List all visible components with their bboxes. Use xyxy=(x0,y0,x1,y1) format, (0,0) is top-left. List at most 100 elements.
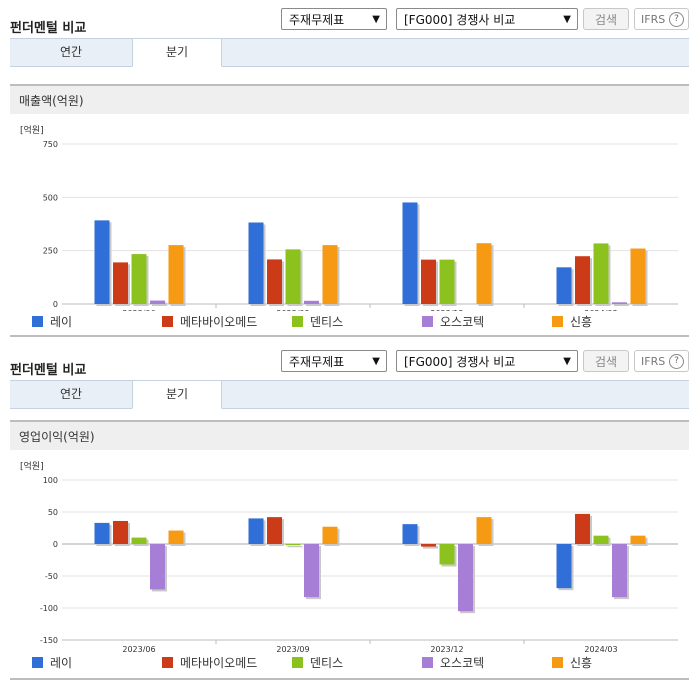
y-tick-label: 500 xyxy=(43,193,58,202)
bar xyxy=(402,202,418,304)
statement-select-value: 주재무제표 xyxy=(289,13,345,27)
legend-item: 덴티스 xyxy=(292,654,343,671)
fundamental-panel-2: 펀더멘털 비교 주재무제표 ▼ [FG000] 경쟁사 비교 ▼ 검색 IFRS… xyxy=(0,350,696,680)
bar xyxy=(285,249,301,304)
revenue-chart: [억원] 0 250 500 750 2023/06 2023/09 2023/12 2024/… xyxy=(20,124,678,311)
bar xyxy=(248,518,264,544)
y-tick-label: 250 xyxy=(43,247,58,256)
legend-swatch xyxy=(32,316,43,327)
statement-select[interactable]: 주재무제표 ▼ xyxy=(281,350,387,372)
tab-annual[interactable]: 연간 xyxy=(59,45,83,59)
bar xyxy=(322,526,338,544)
tab-quarterly[interactable]: 분기 xyxy=(132,380,222,409)
panel-title: 펀더멘털 비교 xyxy=(10,21,87,36)
bar xyxy=(131,254,147,304)
bar xyxy=(575,513,590,544)
legend-swatch xyxy=(162,657,173,668)
ifrs-button[interactable]: IFRS ? xyxy=(634,350,689,372)
chevron-down-icon: ▼ xyxy=(563,356,571,367)
y-tick-label: 0 xyxy=(53,300,58,309)
bar xyxy=(439,259,455,304)
bar xyxy=(304,300,319,304)
legend-swatch xyxy=(552,657,563,668)
legend-item: 오스코텍 xyxy=(422,313,484,330)
ifrs-button[interactable]: IFRS ? xyxy=(634,8,689,30)
bar xyxy=(593,535,609,544)
bar-shadow xyxy=(306,302,321,306)
legend-label: 신흥 xyxy=(570,656,593,670)
legend-label: 레이 xyxy=(50,656,73,670)
bar xyxy=(168,245,184,304)
bar xyxy=(612,544,627,598)
x-tick-label: 2023/09 xyxy=(276,309,309,311)
bar xyxy=(612,302,627,304)
bar xyxy=(630,535,646,544)
fundamental-panel-1: 펀더멘털 비교 주재무제표 ▼ [FG000] 경쟁사 비교 ▼ 검색 IFRS… xyxy=(0,8,696,338)
unit-label: [억원] xyxy=(20,460,44,472)
y-tick-label: 100 xyxy=(43,476,58,485)
bar xyxy=(150,300,165,304)
bar xyxy=(575,256,590,304)
bar xyxy=(113,520,128,544)
divider xyxy=(10,678,689,680)
legend-label: 덴티스 xyxy=(310,315,344,329)
x-tick-label: 2023/12 xyxy=(430,309,463,311)
legend-item: 신흥 xyxy=(552,313,592,330)
tab-annual[interactable]: 연간 xyxy=(59,387,83,401)
bar xyxy=(94,220,110,304)
panel-header: 펀더멘털 비교 주재무제표 ▼ [FG000] 경쟁사 비교 ▼ 검색 IFRS… xyxy=(0,8,696,42)
y-tick-label: 0 xyxy=(53,540,58,549)
period-tabs: 연간 분기 xyxy=(10,380,689,409)
legend-item: 레이 xyxy=(32,654,72,671)
compare-select[interactable]: [FG000] 경쟁사 비교 ▼ xyxy=(396,350,578,372)
tab-quarterly[interactable]: 분기 xyxy=(132,38,222,67)
ifrs-label: IFRS xyxy=(641,355,666,368)
y-tick-label: 50 xyxy=(48,508,58,517)
bar xyxy=(556,267,572,304)
bar xyxy=(421,544,436,547)
bar xyxy=(322,245,338,304)
legend-swatch xyxy=(292,316,303,327)
legend-label: 메타바이오메드 xyxy=(180,656,258,670)
legend-label: 레이 xyxy=(50,315,73,329)
bar-shadow xyxy=(614,304,629,306)
bar xyxy=(630,248,646,304)
bar xyxy=(267,259,282,304)
bar xyxy=(458,544,473,612)
legend-item: 덴티스 xyxy=(292,313,343,330)
unit-label: [억원] xyxy=(20,124,44,136)
bar xyxy=(421,259,436,304)
search-button[interactable]: 검색 xyxy=(583,8,629,30)
bar xyxy=(248,222,264,304)
legend-swatch xyxy=(552,316,563,327)
x-tick-label: 2024/03 xyxy=(584,309,617,311)
help-icon: ? xyxy=(669,354,684,369)
legend-item: 오스코텍 xyxy=(422,654,484,671)
section-header: 영업이익(억원) xyxy=(10,420,689,450)
chevron-down-icon: ▼ xyxy=(372,356,380,367)
legend-item: 신흥 xyxy=(552,654,592,671)
x-tick-label: 2023/06 xyxy=(122,309,155,311)
bar xyxy=(476,517,492,544)
section-title: 매출액(억원) xyxy=(19,94,84,108)
legend-swatch xyxy=(32,657,43,668)
legend-item: 메타바이오메드 xyxy=(162,313,257,330)
section-header: 매출액(억원) xyxy=(10,84,689,114)
bar xyxy=(402,524,418,544)
legend-item: 레이 xyxy=(32,313,72,330)
period-tabs: 연간 분기 xyxy=(10,38,689,67)
statement-select-value: 주재무제표 xyxy=(289,355,345,369)
legend-swatch xyxy=(162,316,173,327)
statement-select[interactable]: 주재무제표 ▼ xyxy=(281,8,387,30)
compare-select[interactable]: [FG000] 경쟁사 비교 ▼ xyxy=(396,8,578,30)
help-icon: ? xyxy=(669,12,684,27)
chevron-down-icon: ▼ xyxy=(372,14,380,25)
bar xyxy=(476,243,492,304)
x-tick-label: 2024/03 xyxy=(584,645,617,652)
bar-shadow xyxy=(287,546,303,548)
chevron-down-icon: ▼ xyxy=(563,14,571,25)
search-button[interactable]: 검색 xyxy=(583,350,629,372)
legend-swatch xyxy=(422,657,433,668)
bar-shadow xyxy=(152,302,167,306)
legend-item: 메타바이오메드 xyxy=(162,654,257,671)
